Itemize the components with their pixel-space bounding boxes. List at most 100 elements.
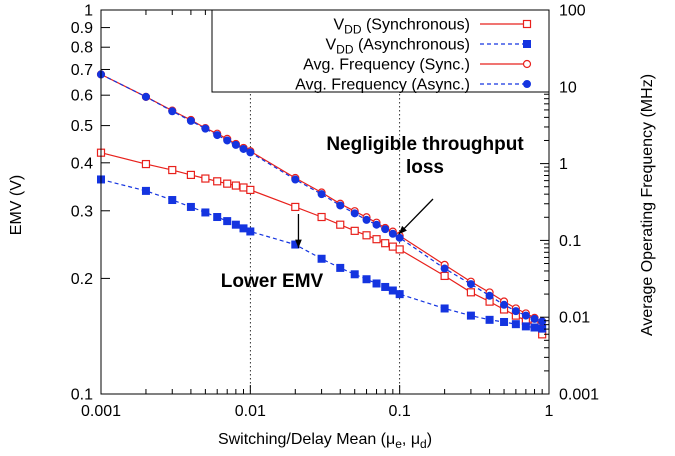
data-point-s1 [201, 174, 210, 183]
annotation-lower-emv: Lower EMV [221, 271, 324, 292]
data-point-s4 [466, 280, 475, 289]
data-point-s4 [521, 311, 530, 320]
y-tick-label: 0.5 [71, 118, 93, 135]
data-point-s2 [381, 282, 390, 291]
y-tick-label: 0.7 [71, 62, 93, 79]
data-point-s1 [372, 235, 381, 244]
legend-marker [523, 40, 531, 48]
data-point-s4 [186, 116, 195, 125]
data-point-s1 [291, 202, 300, 212]
data-point-s2 [141, 186, 150, 195]
x-tick-label: 0.001 [81, 403, 121, 420]
data-point-s1 [466, 288, 476, 297]
y2-tick-label: 0.1 [559, 233, 581, 250]
data-point-s2 [350, 270, 359, 279]
series-line-1 [100, 152, 543, 335]
data-point-s2 [362, 275, 371, 284]
data-point-s4 [239, 144, 248, 153]
data-point-s1 [213, 177, 222, 186]
data-point-s1 [141, 159, 151, 169]
data-point-s2 [530, 323, 539, 332]
data-point-s1 [395, 245, 404, 254]
y-tick-label: 0.2 [71, 271, 93, 288]
data-point-s4 [317, 190, 326, 199]
data-point-s1 [246, 185, 255, 195]
data-point-s1 [350, 226, 359, 235]
data-point-s1 [231, 181, 240, 190]
legend-marker [522, 59, 532, 69]
x-tick-label: 0.01 [235, 403, 266, 420]
data-point-s2 [372, 279, 381, 288]
data-point-s2 [466, 311, 475, 320]
data-point-s4 [395, 233, 404, 242]
data-point-s4 [246, 148, 255, 157]
data-point-s2 [440, 304, 449, 313]
y2-tick-label: 100 [559, 3, 586, 20]
data-point-s2 [246, 227, 255, 236]
y-axis-title: EMV (V) [8, 175, 25, 235]
legend-label: Avg. Frequency (Sync.) [303, 57, 470, 74]
y-tick-label: 1 [84, 3, 93, 20]
data-point-s2 [395, 290, 404, 299]
annotation-arrow-emv-head [295, 239, 302, 248]
y-tick-label: 0.9 [71, 20, 93, 37]
data-point-s4 [500, 300, 509, 309]
series-layer [96, 70, 547, 339]
data-point-s4 [538, 317, 547, 326]
data-point-s4 [511, 307, 520, 316]
y-tick-label: 0.6 [71, 88, 93, 105]
data-point-s4 [231, 140, 240, 149]
data-point-s2 [511, 320, 520, 329]
data-point-s1 [388, 242, 397, 251]
annotation-throughput: Negligible throughput loss [326, 134, 524, 178]
x-tick-label: 1 [545, 403, 554, 420]
data-point-s1 [362, 231, 371, 240]
data-point-s2 [231, 220, 240, 229]
y-tick-label: 0.8 [71, 40, 93, 57]
y2-tick-label: 10 [559, 79, 577, 96]
data-point-s4 [530, 314, 539, 323]
legend-label: VDD (Synchronous) [333, 17, 470, 37]
data-point-s4 [350, 209, 359, 218]
legend-label: Avg. Frequency (Async.) [295, 77, 470, 94]
data-point-s2 [223, 217, 232, 226]
series-line-2 [100, 178, 543, 330]
data-point-s2 [336, 263, 345, 272]
y2-axis-title: Average Operating Frequency (MHz) [639, 74, 656, 336]
legend-label: VDD (Asynchronous) [325, 37, 470, 57]
y-tick-label: 0.4 [71, 155, 93, 172]
data-point-s4 [388, 229, 397, 238]
data-point-s2 [186, 202, 195, 211]
data-point-s4 [291, 175, 300, 184]
data-point-s4 [381, 225, 390, 234]
data-point-s1 [186, 170, 196, 180]
axes: 0.001 0.01 0.1 1 0.1 0.2 0.3 0.4 0.5 0.6 0.7 0.8 0.9… [71, 3, 599, 421]
data-point-s1 [381, 239, 390, 248]
data-point-s2 [388, 286, 397, 295]
data-point-s1 [223, 179, 232, 188]
legend-marker [522, 19, 532, 29]
data-point-s2 [201, 208, 210, 217]
data-point-s2 [213, 213, 222, 222]
annotations: Negligible throughput loss Lower EMV [221, 134, 525, 292]
data-point-s1 [317, 212, 326, 222]
data-point-s2 [500, 317, 509, 326]
data-point-s1 [168, 165, 177, 175]
legend: VDD (Synchronous)VDD (Asynchronous)Avg. … [211, 9, 550, 94]
data-point-s2 [239, 224, 248, 233]
data-point-s2 [317, 254, 326, 263]
data-point-s4 [213, 131, 222, 140]
data-point-s4 [141, 92, 150, 101]
legend-marker [523, 80, 531, 88]
data-point-s2 [168, 196, 177, 205]
y-tick-label: 0.3 [71, 203, 93, 220]
x-tick-label: 0.1 [389, 403, 411, 420]
data-point-s4 [485, 291, 494, 300]
data-point-s4 [362, 215, 371, 224]
data-point-s2 [485, 315, 494, 324]
data-point-s4 [440, 264, 449, 273]
data-point-s4 [372, 220, 381, 229]
data-point-s1 [440, 271, 449, 281]
data-point-s1 [239, 183, 248, 192]
y2-tick-label: 0.001 [559, 387, 599, 404]
